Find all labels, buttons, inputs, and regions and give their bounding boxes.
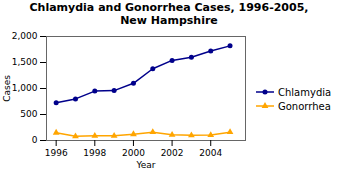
svg-text:Year: Year xyxy=(135,160,155,170)
html-text:Chlamydia and Gonorrhea Cases,: Chlamydia and Gonorrhea Cases, 1996-2005… xyxy=(29,1,309,27)
svg-text:2000: 2000 xyxy=(122,148,145,158)
svg-text:1996: 1996 xyxy=(45,148,68,158)
svg-text:2,000: 2,000 xyxy=(12,31,38,41)
svg-text:1,500: 1,500 xyxy=(12,57,38,67)
svg-text:2004: 2004 xyxy=(199,148,222,158)
svg-text:500: 500 xyxy=(20,109,37,119)
svg-text:1,000: 1,000 xyxy=(12,83,38,93)
svg-text:2002: 2002 xyxy=(161,148,184,158)
svg-text:1998: 1998 xyxy=(83,148,106,158)
svg-text:0: 0 xyxy=(32,135,38,145)
html-text:Chlamydia: Chlamydia xyxy=(278,86,332,98)
html-text:Gonorrhea: Gonorrhea xyxy=(278,100,331,112)
svg-text:Cases: Cases xyxy=(2,75,12,102)
